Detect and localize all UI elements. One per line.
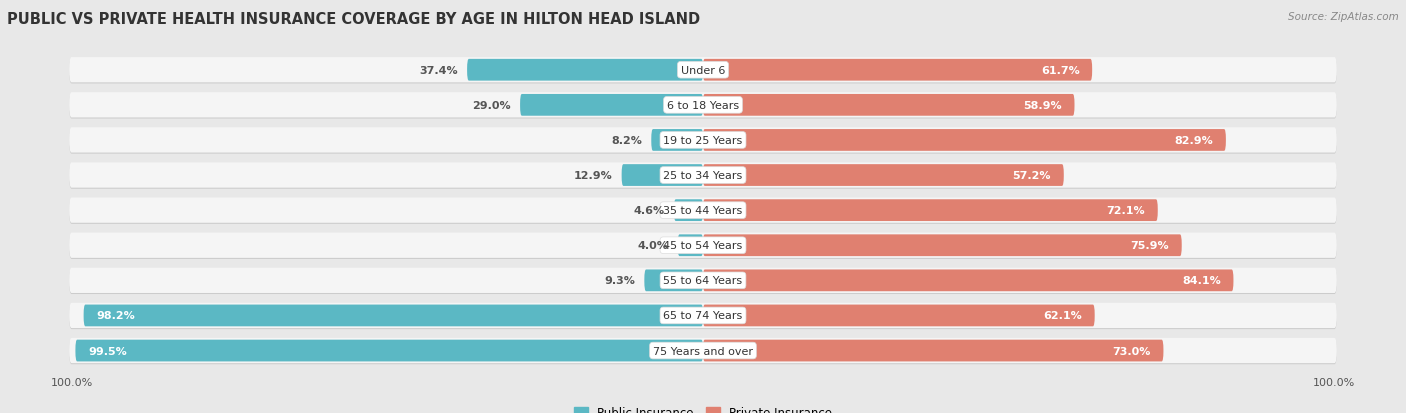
FancyBboxPatch shape: [69, 199, 1337, 224]
Text: 35 to 44 Years: 35 to 44 Years: [664, 206, 742, 216]
Text: 72.1%: 72.1%: [1107, 206, 1144, 216]
FancyBboxPatch shape: [69, 198, 1337, 223]
Text: 57.2%: 57.2%: [1012, 171, 1052, 180]
FancyBboxPatch shape: [703, 200, 1157, 221]
Text: 55 to 64 Years: 55 to 64 Years: [664, 275, 742, 286]
Text: 4.6%: 4.6%: [633, 206, 665, 216]
Text: 9.3%: 9.3%: [605, 275, 636, 286]
Text: 37.4%: 37.4%: [419, 66, 457, 76]
FancyBboxPatch shape: [69, 303, 1337, 328]
FancyBboxPatch shape: [621, 165, 703, 187]
FancyBboxPatch shape: [69, 59, 1337, 84]
Text: Under 6: Under 6: [681, 66, 725, 76]
FancyBboxPatch shape: [703, 340, 1163, 361]
Text: 19 to 25 Years: 19 to 25 Years: [664, 135, 742, 146]
FancyBboxPatch shape: [467, 60, 703, 81]
FancyBboxPatch shape: [644, 270, 703, 292]
FancyBboxPatch shape: [69, 163, 1337, 188]
FancyBboxPatch shape: [69, 233, 1337, 258]
FancyBboxPatch shape: [69, 128, 1337, 153]
FancyBboxPatch shape: [69, 94, 1337, 119]
Text: 61.7%: 61.7%: [1040, 66, 1080, 76]
Text: 25 to 34 Years: 25 to 34 Years: [664, 171, 742, 180]
FancyBboxPatch shape: [69, 58, 1337, 83]
FancyBboxPatch shape: [69, 304, 1337, 329]
FancyBboxPatch shape: [69, 339, 1337, 364]
FancyBboxPatch shape: [69, 268, 1337, 293]
Text: 75.9%: 75.9%: [1130, 241, 1170, 251]
FancyBboxPatch shape: [678, 235, 703, 256]
Text: 62.1%: 62.1%: [1043, 311, 1083, 320]
FancyBboxPatch shape: [703, 130, 1226, 152]
FancyBboxPatch shape: [83, 305, 703, 327]
Text: 65 to 74 Years: 65 to 74 Years: [664, 311, 742, 320]
FancyBboxPatch shape: [69, 93, 1337, 118]
FancyBboxPatch shape: [703, 165, 1064, 187]
Text: 75 Years and over: 75 Years and over: [652, 346, 754, 356]
FancyBboxPatch shape: [69, 129, 1337, 154]
Text: 45 to 54 Years: 45 to 54 Years: [664, 241, 742, 251]
FancyBboxPatch shape: [69, 269, 1337, 294]
Text: Source: ZipAtlas.com: Source: ZipAtlas.com: [1288, 12, 1399, 22]
FancyBboxPatch shape: [703, 270, 1233, 292]
Text: 82.9%: 82.9%: [1174, 135, 1213, 146]
Text: 99.5%: 99.5%: [89, 346, 127, 356]
Text: 8.2%: 8.2%: [612, 135, 641, 146]
Text: 29.0%: 29.0%: [472, 101, 510, 111]
Text: 12.9%: 12.9%: [574, 171, 612, 180]
Text: 6 to 18 Years: 6 to 18 Years: [666, 101, 740, 111]
FancyBboxPatch shape: [703, 305, 1095, 327]
Legend: Public Insurance, Private Insurance: Public Insurance, Private Insurance: [569, 401, 837, 413]
FancyBboxPatch shape: [703, 60, 1092, 81]
FancyBboxPatch shape: [703, 235, 1181, 256]
FancyBboxPatch shape: [69, 338, 1337, 363]
Text: 98.2%: 98.2%: [96, 311, 135, 320]
FancyBboxPatch shape: [520, 95, 703, 116]
FancyBboxPatch shape: [673, 200, 703, 221]
Text: 84.1%: 84.1%: [1182, 275, 1220, 286]
Text: PUBLIC VS PRIVATE HEALTH INSURANCE COVERAGE BY AGE IN HILTON HEAD ISLAND: PUBLIC VS PRIVATE HEALTH INSURANCE COVER…: [7, 12, 700, 27]
FancyBboxPatch shape: [703, 95, 1074, 116]
FancyBboxPatch shape: [69, 234, 1337, 259]
FancyBboxPatch shape: [651, 130, 703, 152]
Text: 4.0%: 4.0%: [637, 241, 668, 251]
Text: 73.0%: 73.0%: [1112, 346, 1152, 356]
FancyBboxPatch shape: [76, 340, 703, 361]
FancyBboxPatch shape: [69, 164, 1337, 189]
Text: 58.9%: 58.9%: [1024, 101, 1062, 111]
